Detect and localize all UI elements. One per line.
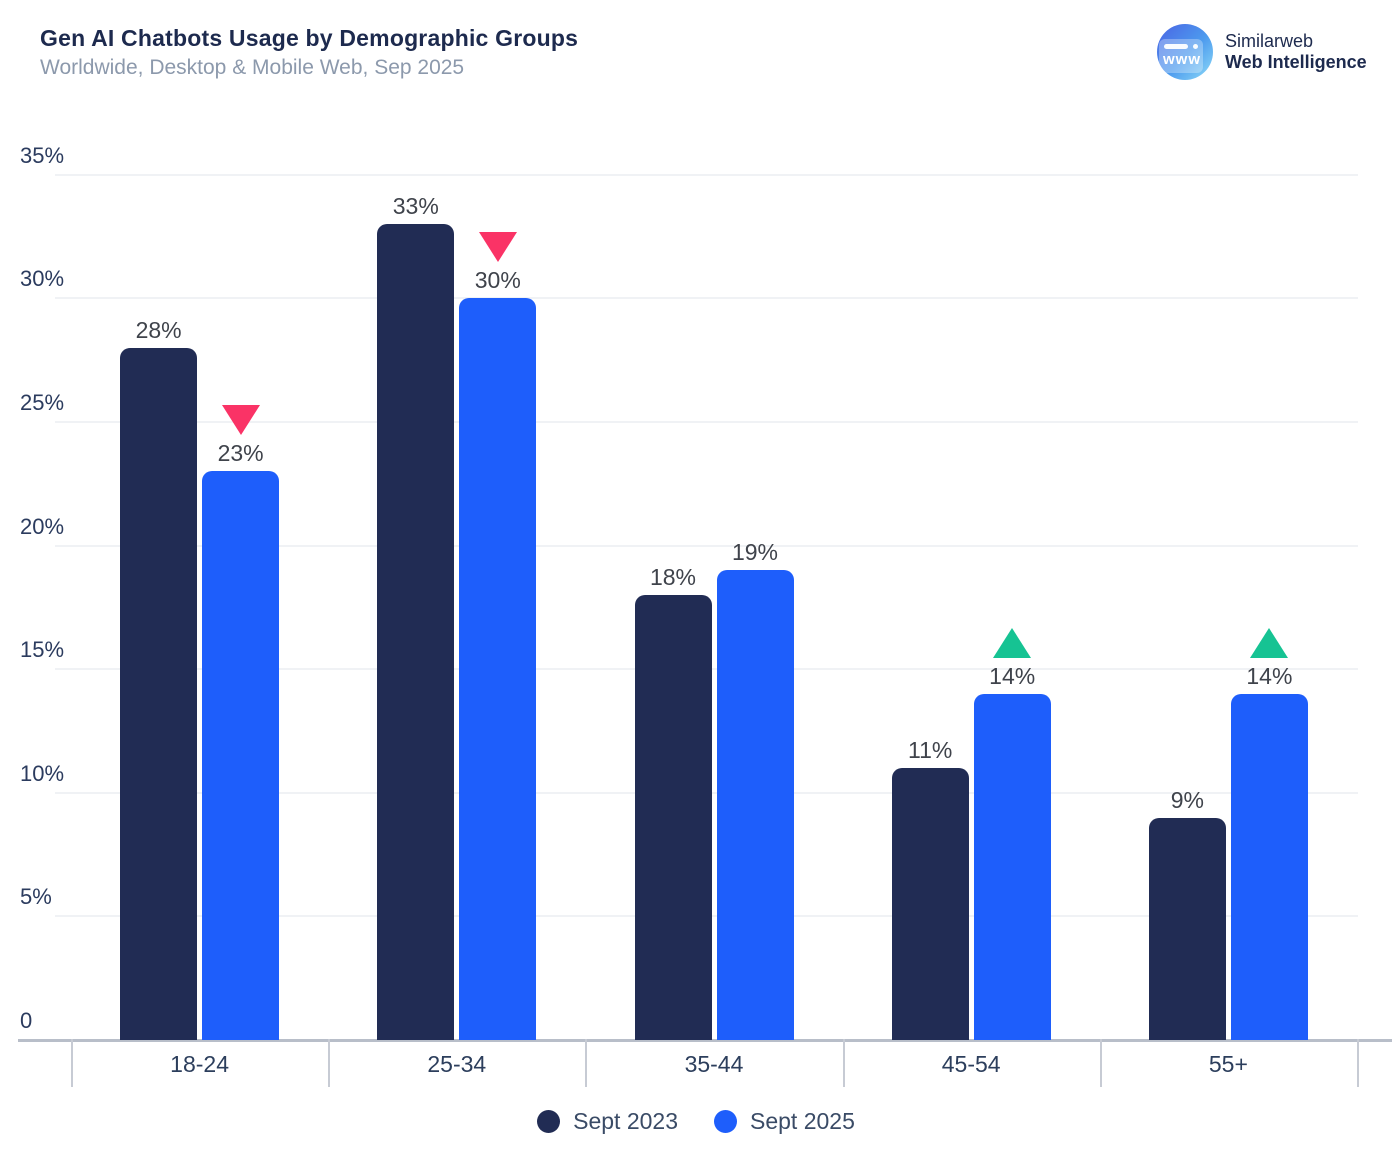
- x-axis-category-label: 35-44: [684, 1051, 744, 1077]
- x-axis-tick: [1357, 1039, 1359, 1087]
- y-axis-tick-label: 25%: [20, 390, 65, 415]
- browser-urlbar-icon: [1164, 44, 1188, 49]
- bar-sept-2025-18-24: [202, 471, 280, 1040]
- chart-legend: Sept 2023 Sept 2025: [0, 1108, 1392, 1135]
- gridline: [55, 421, 1358, 423]
- bar-value-label: 9%: [1170, 786, 1205, 813]
- legend-swatch: [537, 1110, 561, 1133]
- bar-value-label: 18%: [649, 564, 697, 591]
- logo-brand-name: Similarweb: [1225, 31, 1314, 51]
- gridline: [55, 297, 1358, 300]
- legend-swatch: [714, 1110, 737, 1133]
- y-axis-tick-label: 20%: [20, 513, 65, 539]
- trend-down-icon: [221, 405, 260, 436]
- browser-window-icon: www: [1159, 39, 1203, 73]
- bar-value-label: 23%: [217, 440, 264, 467]
- bar-value-label: 14%: [1246, 662, 1293, 689]
- logo-wordmark: Similarweb Web Intelligence: [1225, 31, 1367, 73]
- similarweb-logo-icon: www: [1157, 24, 1213, 80]
- bar-sept-2023-18-24: [120, 347, 198, 1040]
- bar-sept-2025-25-34: [459, 298, 537, 1040]
- y-axis-tick-label: 5%: [20, 884, 52, 910]
- bar-sept-2023-55-: [1148, 817, 1226, 1040]
- x-axis-category-label: 18-24: [170, 1051, 229, 1077]
- gridline: [55, 173, 1358, 176]
- y-axis-tick-label: 15%: [20, 637, 65, 663]
- gridline: [55, 544, 1358, 547]
- x-axis-category-label: 25-34: [427, 1051, 487, 1077]
- x-axis-category-label: 45-54: [941, 1051, 1001, 1077]
- bar-value-label: 30%: [474, 267, 521, 294]
- bar-value-label: 19%: [731, 539, 779, 566]
- y-axis-tick-label: 10%: [20, 760, 65, 786]
- y-axis-tick-label: 35%: [20, 142, 65, 168]
- similarweb-logo: www Similarweb Web Intelligence: [1157, 24, 1367, 80]
- y-axis-tick-label: 0: [20, 1008, 33, 1033]
- bar-sept-2023-35-44: [634, 595, 712, 1040]
- bar-sept-2023-45-54: [891, 768, 969, 1040]
- logo-www-text: www: [1163, 51, 1202, 68]
- bar-sept-2025-55-: [1230, 693, 1308, 1040]
- y-axis-tick-label: 30%: [20, 266, 65, 292]
- bar-value-label: 33%: [392, 193, 439, 220]
- trend-down-icon: [478, 232, 517, 263]
- x-axis-category-label: 55+: [1208, 1051, 1248, 1077]
- x-axis-tick: [842, 1039, 845, 1087]
- bar-value-label: 11%: [908, 737, 953, 764]
- bar-value-label: 14%: [989, 662, 1036, 689]
- x-axis-line: [18, 1039, 1392, 1042]
- x-axis-tick: [1099, 1039, 1102, 1087]
- legend-label: Sept 2023: [573, 1108, 678, 1134]
- x-axis-tick: [585, 1039, 588, 1087]
- chart-title: Gen AI Chatbots Usage by Demographic Gro…: [40, 25, 579, 51]
- x-axis-tick: [328, 1039, 331, 1087]
- chart-subtitle: Worldwide, Desktop & Mobile Web, Sep 202…: [40, 56, 465, 79]
- bar-sept-2025-45-54: [973, 693, 1051, 1040]
- logo-product-name: Web Intelligence: [1225, 52, 1367, 72]
- browser-button-icon: [1193, 44, 1198, 49]
- x-axis-tick: [71, 1039, 73, 1087]
- bar-sept-2025-35-44: [716, 570, 794, 1040]
- bar-sept-2023-25-34: [377, 224, 455, 1040]
- trend-up-icon: [1250, 627, 1289, 658]
- legend-item-sept-2023: Sept 2023: [537, 1108, 678, 1135]
- trend-up-icon: [993, 627, 1032, 658]
- bar-value-label: 28%: [135, 316, 182, 343]
- legend-item-sept-2025: Sept 2025: [714, 1108, 855, 1135]
- legend-label: Sept 2025: [750, 1108, 855, 1134]
- browser-toolbar-icon: [1164, 44, 1198, 49]
